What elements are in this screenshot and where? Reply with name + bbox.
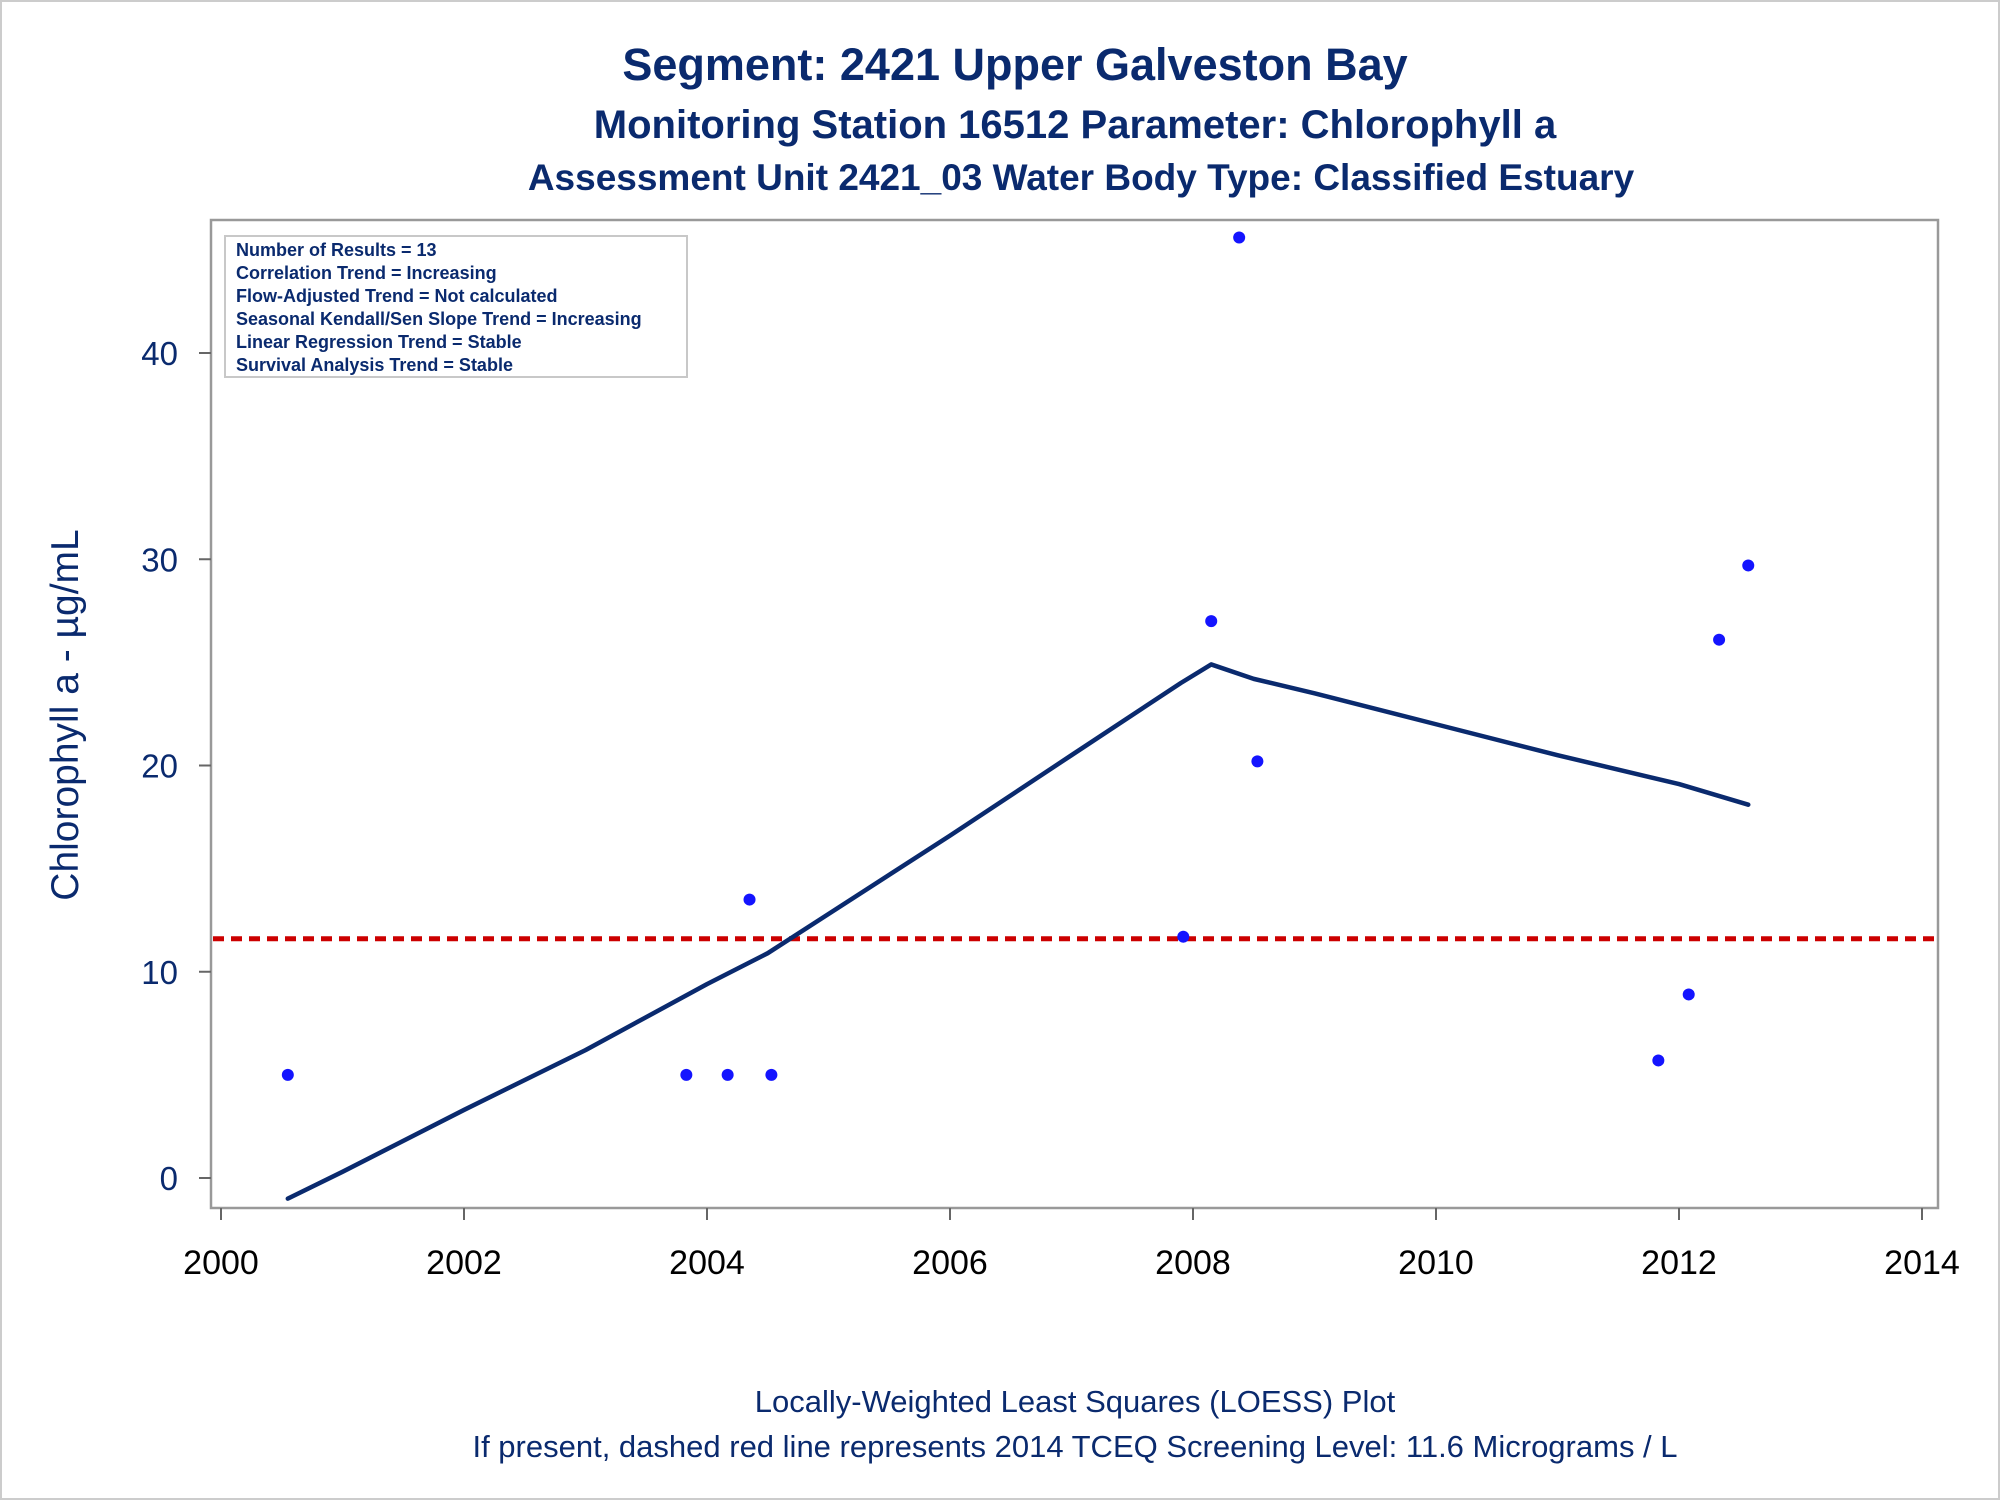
x-tick-label: 2012 <box>1641 1244 1717 1282</box>
stat-survival-analysis-trend: Survival Analysis Trend = Stable <box>236 355 513 375</box>
x-tick-label: 2004 <box>669 1244 745 1282</box>
data-point <box>721 1068 734 1081</box>
chart-title: Segment: 2421 Upper Galveston Bay <box>622 39 1407 90</box>
y-tick-label: 30 <box>141 541 178 578</box>
data-point <box>1682 988 1695 1001</box>
x-tick-label: 2010 <box>1398 1244 1474 1282</box>
chart-subtitle-2: Assessment Unit 2421_03 Water Body Type:… <box>528 157 1635 198</box>
y-tick-label: 40 <box>141 335 178 372</box>
data-point <box>281 1068 294 1081</box>
data-point <box>1713 633 1726 646</box>
stat-flow-adjusted-trend: Flow-Adjusted Trend = Not calculated <box>236 286 558 306</box>
loess-layer <box>285 662 1751 1201</box>
data-point <box>1652 1054 1665 1067</box>
x-tick-label: 2000 <box>183 1244 259 1282</box>
data-point <box>1205 615 1218 628</box>
stat-linear-regression-trend: Linear Regression Trend = Stable <box>236 332 522 352</box>
plot-frame <box>209 218 1940 1210</box>
data-point <box>1742 559 1755 572</box>
axes: 2000 2002 2004 2006 2008 2010 2012 2014 0 10 20 30 4… <box>141 335 1960 1282</box>
y-tick-label: 10 <box>141 954 178 991</box>
chart-subtitle: Monitoring Station 16512 Parameter: Chlo… <box>594 103 1557 147</box>
footnote-loess: Locally-Weighted Least Squares (LOESS) P… <box>755 1384 1396 1419</box>
stat-number-of-results: Number of Results = 13 <box>236 240 437 260</box>
loess-curve <box>285 662 1751 1201</box>
x-tick-label: 2008 <box>1155 1244 1231 1282</box>
data-point <box>743 893 756 906</box>
x-tick-label: 2006 <box>912 1244 988 1282</box>
data-point <box>1251 755 1264 768</box>
data-point <box>1233 231 1246 244</box>
y-tick-label: 20 <box>141 748 178 785</box>
stat-correlation-trend: Correlation Trend = Increasing <box>236 263 497 283</box>
data-point <box>680 1068 693 1081</box>
x-tick-label: 2014 <box>1884 1244 1960 1282</box>
stats-box-frame <box>224 235 688 378</box>
stat-seasonal-kendall-trend: Seasonal Kendall/Sen Slope Trend = Incre… <box>236 309 642 329</box>
points-layer <box>281 231 1755 1081</box>
footnote-screening-level: If present, dashed red line represents 2… <box>472 1429 1677 1464</box>
y-axis-label: Chlorophyll a - µg/mL <box>44 529 87 900</box>
y-tick-label: 0 <box>160 1160 178 1197</box>
stats-box: Number of Results = 13 Correlation Trend… <box>224 235 688 378</box>
x-tick-label: 2002 <box>426 1244 502 1282</box>
data-point <box>1177 930 1190 943</box>
data-point <box>765 1068 778 1081</box>
